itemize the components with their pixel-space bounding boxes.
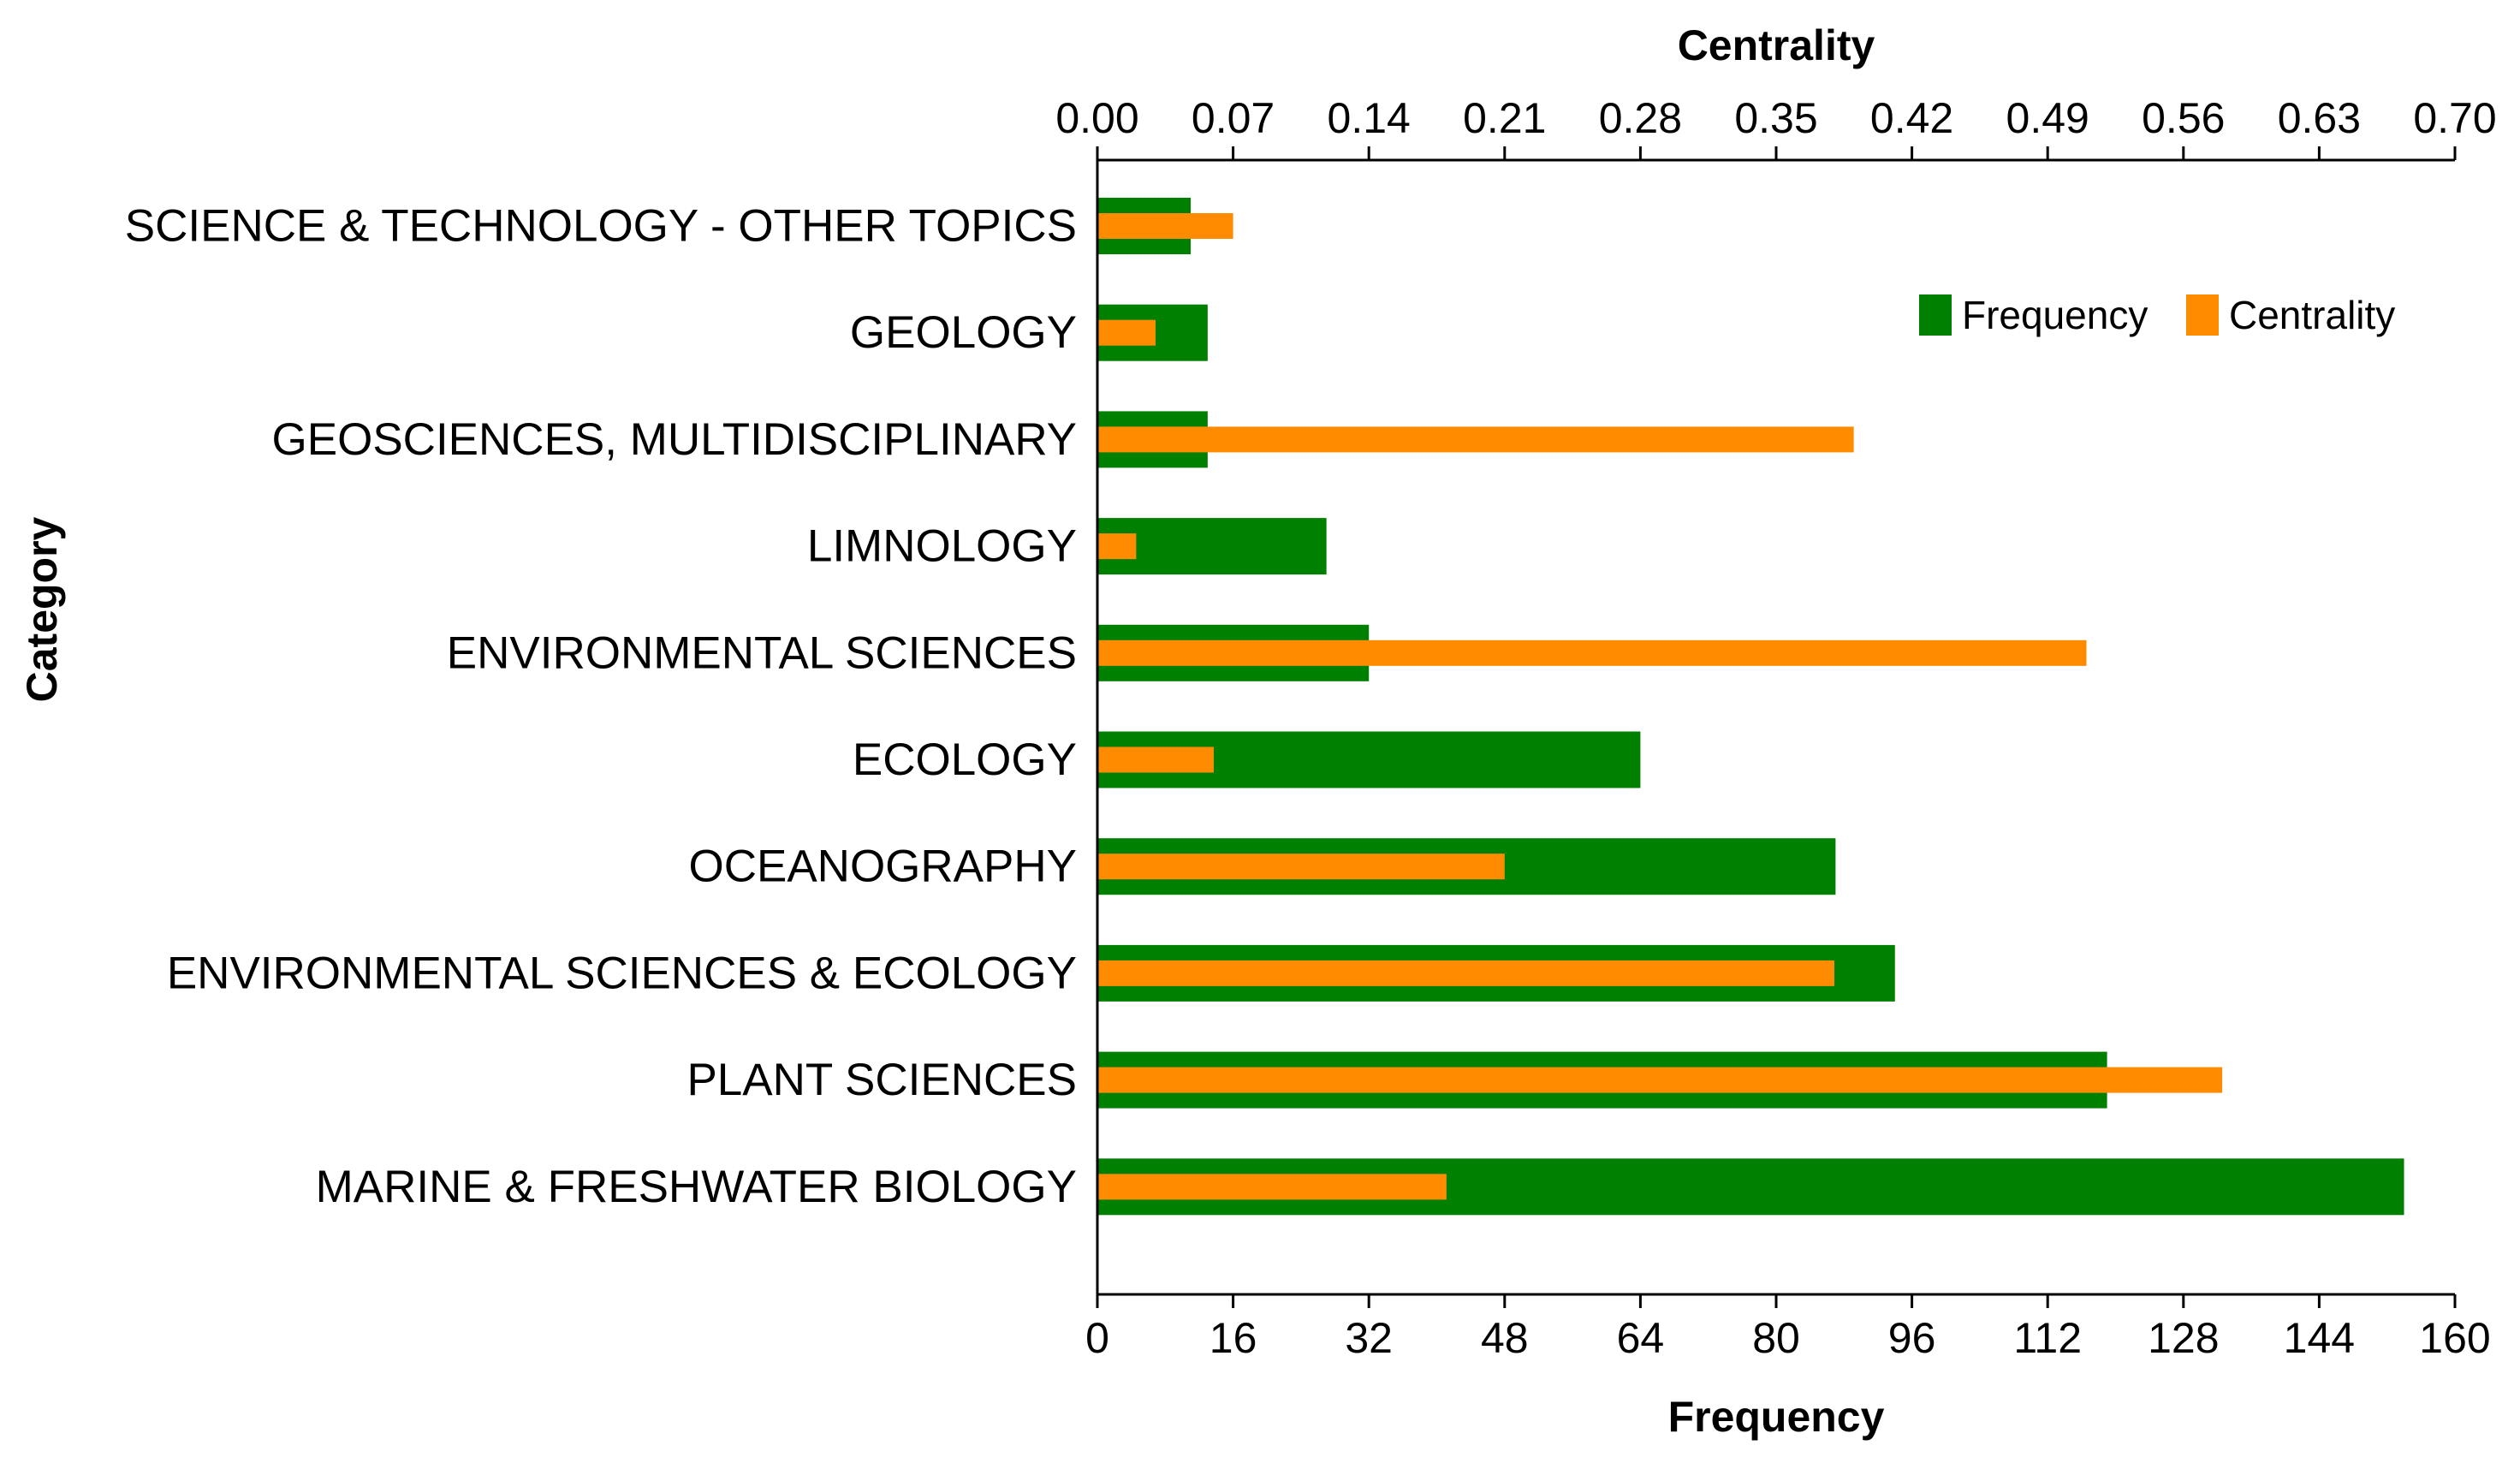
legend-label-centrality: Centrality xyxy=(2229,293,2395,337)
centrality-bar xyxy=(1097,426,1854,453)
category-label: MARINE & FRESHWATER BIOLOGY xyxy=(316,1162,1077,1212)
bars-layer xyxy=(1097,198,2404,1216)
legend-swatch-centrality xyxy=(2186,294,2219,336)
x-bottom-tick-label: 32 xyxy=(1345,1314,1393,1362)
category-label: LIMNOLOGY xyxy=(807,521,1077,572)
x-bottom-tick-label: 80 xyxy=(1752,1314,1800,1362)
centrality-bar xyxy=(1097,1174,1447,1200)
centrality-bar xyxy=(1097,319,1156,346)
x-top-tick-label: 0.42 xyxy=(1870,94,1953,142)
x-top-axis-title: Centrality xyxy=(1678,21,1875,69)
centrality-bar xyxy=(1097,960,1834,986)
category-label: OCEANOGRAPHY xyxy=(688,842,1077,892)
centrality-bar xyxy=(1097,746,1214,773)
axes-layer xyxy=(1096,146,2457,1308)
category-label: GEOSCIENCES, MULTIDISCIPLINARY xyxy=(272,414,1077,465)
labels-layer: SCIENCE & TECHNOLOGY - OTHER TOPICS GEOLO… xyxy=(18,21,2497,1441)
category-label: ECOLOGY xyxy=(853,735,1077,785)
x-bottom-tick-label: 48 xyxy=(1481,1314,1529,1362)
x-top-tick-label: 0.00 xyxy=(1055,94,1138,142)
x-top-tick-label: 0.28 xyxy=(1599,94,1682,142)
legend: Frequency Centrality xyxy=(1919,293,2395,337)
x-bottom-tick-label: 16 xyxy=(1209,1314,1257,1362)
category-label: ENVIRONMENTAL SCIENCES xyxy=(447,627,1077,678)
y-axis-title: Category xyxy=(18,516,66,702)
x-bottom-tick-label: 128 xyxy=(2148,1314,2219,1362)
x-bottom-tick-label: 112 xyxy=(2013,1314,2082,1362)
category-label: GEOLOGY xyxy=(850,307,1077,358)
x-bottom-tick-label: 96 xyxy=(1888,1314,1936,1362)
centrality-bar xyxy=(1097,213,1233,239)
x-bottom-tick-label: 160 xyxy=(2419,1314,2490,1362)
x-top-tick-label: 0.35 xyxy=(1734,94,1817,142)
category-label: SCIENCE & TECHNOLOGY - OTHER TOPICS xyxy=(125,201,1077,252)
x-top-tick-label: 0.21 xyxy=(1463,94,1546,142)
legend-label-frequency: Frequency xyxy=(1962,293,2148,337)
category-label: ENVIRONMENTAL SCIENCES & ECOLOGY xyxy=(167,948,1077,998)
category-label: PLANT SCIENCES xyxy=(686,1055,1077,1105)
x-bottom-tick-label: 144 xyxy=(2284,1314,2355,1362)
legend-swatch-frequency xyxy=(1919,294,1952,336)
x-top-tick-label: 0.14 xyxy=(1328,94,1411,142)
x-top-tick-label: 0.49 xyxy=(2006,94,2089,142)
centrality-bar xyxy=(1097,533,1137,560)
centrality-bar xyxy=(1097,639,2087,666)
centrality-bar xyxy=(1097,1067,2223,1093)
centrality-bar xyxy=(1097,854,1505,880)
x-top-tick-label: 0.70 xyxy=(2413,94,2496,142)
x-bottom-tick-label: 0 xyxy=(1085,1314,1109,1362)
x-bottom-tick-label: 64 xyxy=(1617,1314,1665,1362)
x-top-tick-label: 0.63 xyxy=(2278,94,2361,142)
x-top-tick-label: 0.07 xyxy=(1192,94,1275,142)
x-top-tick-label: 0.56 xyxy=(2142,94,2225,142)
x-bottom-axis-title: Frequency xyxy=(1668,1393,1885,1441)
